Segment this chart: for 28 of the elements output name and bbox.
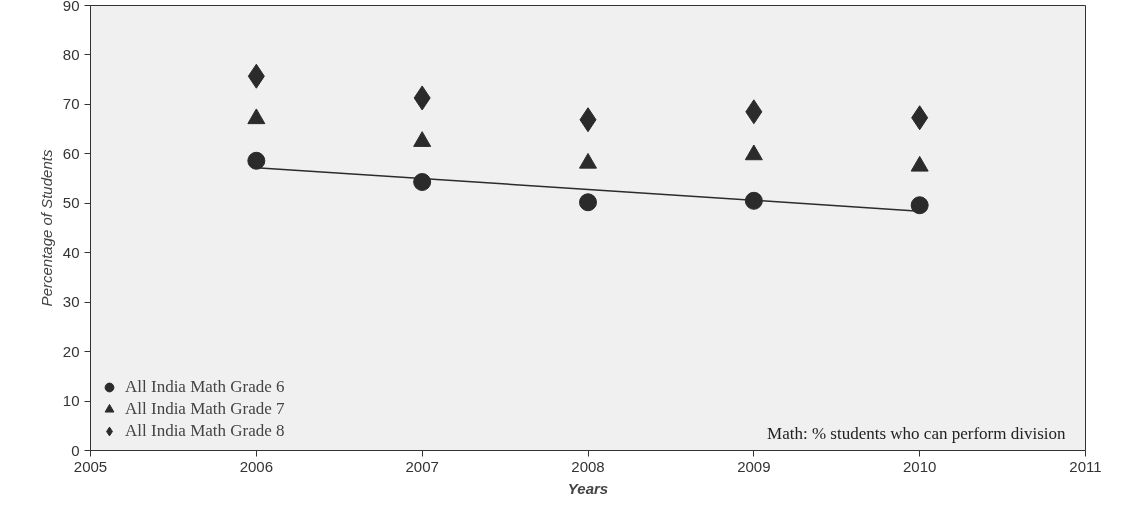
y-tick-label: 10 (62, 392, 80, 410)
y-tick-label: 0 (71, 441, 80, 459)
x-axis-title: Years (567, 479, 609, 497)
x-tick-label: 2011 (1069, 457, 1102, 475)
legend-label: All India Math Grade 6 (125, 377, 285, 397)
y-tick-label: 50 (62, 194, 80, 212)
legend-label: All India Math Grade 8 (125, 421, 285, 441)
y-tick-label: 70 (62, 95, 80, 113)
x-tick-label: 2008 (571, 457, 605, 475)
y-tick-label: 90 (62, 0, 80, 14)
x-tick-label: 2005 (73, 457, 108, 475)
point (744, 191, 763, 210)
y-tick-label: 80 (62, 45, 80, 63)
point (910, 196, 929, 215)
point (413, 173, 432, 191)
legend-label: All India Math Grade 7 (125, 399, 285, 419)
y-axis-title: Percentage of Students (37, 149, 55, 307)
annotation: Math: % students who can perform division (767, 423, 1066, 443)
y-tick-label: 40 (62, 243, 80, 261)
x-tick-label: 2006 (239, 457, 274, 475)
y-tick-label: 30 (62, 293, 80, 311)
y-tick-label: 20 (62, 342, 80, 360)
x-tick-label: 2009 (737, 457, 771, 475)
point (247, 151, 266, 170)
point (579, 193, 597, 212)
x-tick-label: 2010 (902, 457, 937, 475)
y-tick-label: 60 (62, 144, 80, 162)
x-tick-label: 2007 (405, 457, 439, 475)
